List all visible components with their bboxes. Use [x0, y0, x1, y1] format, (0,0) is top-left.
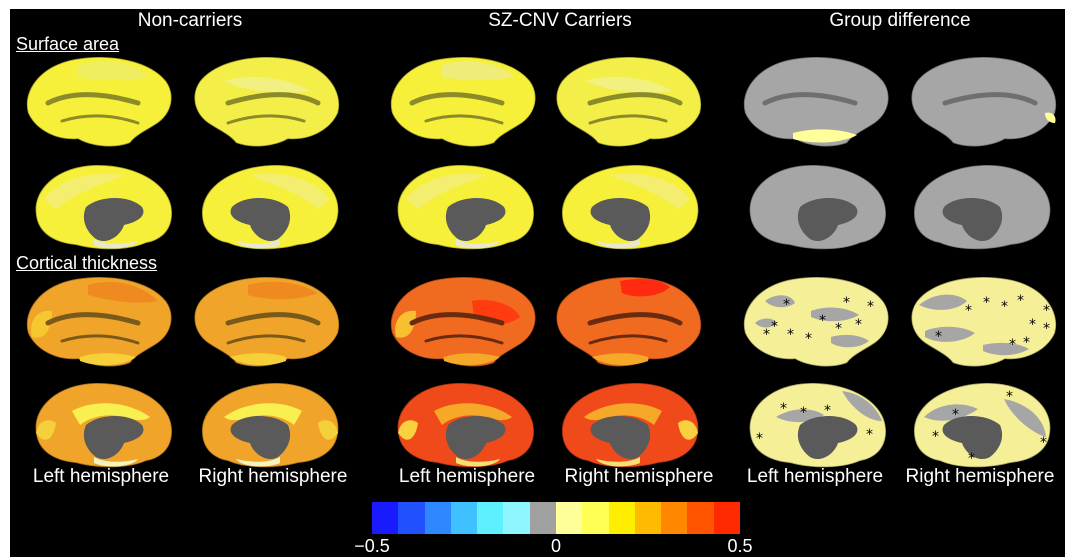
- brain-surface-area-carriers-right-lateral: [555, 56, 702, 148]
- brain-thickness-non-carriers-left-medial: [34, 382, 173, 469]
- hemisphere-label-left: Left hemisphere: [32, 466, 170, 487]
- colorbar-segment: [582, 502, 609, 534]
- svg-text:*: *: [771, 319, 778, 335]
- hemisphere-label-right: Right hemisphere: [905, 466, 1055, 487]
- colorbar-segment: [687, 502, 714, 534]
- brain-thickness-non-carriers-right-lateral: [193, 276, 340, 368]
- brain-thickness-difference-left-lateral: * * * * * * * ** *: [743, 276, 890, 368]
- svg-text:*: *: [866, 427, 873, 443]
- brain-thickness-difference-right-lateral: * * * * * * * * * *: [910, 276, 1057, 368]
- svg-text:*: *: [867, 299, 874, 315]
- colorbar-tick-mid: 0: [550, 536, 561, 556]
- svg-text:*: *: [835, 321, 842, 337]
- colorbar-segment: [713, 502, 740, 534]
- svg-text:*: *: [1001, 299, 1008, 315]
- brain-surface-area-difference-left-medial: [748, 164, 887, 251]
- section-label-cortical-thickness: Cortical thickness: [16, 253, 158, 273]
- svg-text:*: *: [787, 327, 794, 343]
- svg-text:*: *: [952, 407, 959, 423]
- brain-surface-area-carriers-left-lateral: [390, 56, 537, 148]
- brain-surface-area-difference-right-lateral: [910, 56, 1057, 148]
- svg-text:*: *: [800, 405, 807, 421]
- brain-thickness-carriers-right-medial: [561, 382, 700, 469]
- colorbar: [372, 502, 740, 534]
- colorbar-segment: [450, 502, 478, 534]
- colorbar-segment: [372, 502, 399, 534]
- column-title-group-difference: Group difference: [829, 10, 971, 31]
- colorbar-segment: [477, 502, 504, 534]
- brain-surface-area-non-carriers-left-lateral: [26, 56, 173, 148]
- hemisphere-label-left: Left hemisphere: [398, 466, 536, 487]
- brain-thickness-non-carriers-left-lateral: [26, 276, 173, 368]
- colorbar-segment: [555, 502, 583, 534]
- colorbar-segment: [398, 502, 425, 534]
- svg-text:*: *: [1029, 317, 1036, 333]
- svg-text:*: *: [805, 331, 812, 347]
- hemisphere-label-right: Right hemisphere: [564, 466, 714, 487]
- colorbar-segment: [529, 502, 556, 534]
- column-title-non-carriers: Non-carriers: [137, 10, 243, 31]
- svg-text:*: *: [935, 329, 942, 345]
- colorbar-segment: [634, 502, 662, 534]
- colorbar-segment: [424, 502, 451, 534]
- colorbar-segment: [608, 502, 635, 534]
- hemisphere-label-right: Right hemisphere: [198, 466, 348, 487]
- hemisphere-label-left: Left hemisphere: [746, 466, 884, 487]
- svg-text:*: *: [965, 303, 972, 319]
- brain-thickness-difference-left-medial: * * * * *: [748, 382, 887, 469]
- brain-surface-area-carriers-left-medial: [396, 164, 535, 251]
- svg-text:*: *: [1009, 337, 1016, 353]
- brain-thickness-carriers-left-lateral: [390, 276, 537, 368]
- colorbar-tick-min: −0.5: [354, 536, 390, 556]
- svg-text:*: *: [1043, 303, 1050, 319]
- colorbar-segment: [503, 502, 530, 534]
- brain-surface-area-non-carriers-right-lateral: [193, 56, 340, 148]
- svg-text:*: *: [756, 431, 763, 447]
- svg-text:*: *: [1040, 435, 1047, 451]
- svg-text:*: *: [1017, 293, 1024, 309]
- column-title-sz-cnv-carriers: SZ-CNV Carriers: [488, 10, 632, 31]
- svg-text:*: *: [819, 313, 826, 329]
- brain-surface-area-non-carriers-left-medial: [34, 164, 173, 251]
- brain-surface-area-difference-left-lateral: [743, 56, 890, 148]
- svg-text:*: *: [1023, 335, 1030, 351]
- colorbar-segment: [661, 502, 688, 534]
- svg-text:*: *: [763, 327, 770, 343]
- brain-thickness-carriers-left-medial: [396, 382, 535, 469]
- svg-text:*: *: [783, 297, 790, 313]
- svg-text:*: *: [1006, 389, 1013, 405]
- svg-text:*: *: [1043, 321, 1050, 337]
- brain-surface-area-non-carriers-right-medial: [201, 164, 340, 251]
- svg-text:*: *: [932, 429, 939, 445]
- colorbar-tick-max: 0.5: [727, 536, 753, 556]
- svg-text:*: *: [968, 451, 975, 467]
- svg-text:*: *: [843, 295, 850, 311]
- svg-text:*: *: [824, 403, 831, 419]
- brain-thickness-non-carriers-right-medial: [201, 382, 340, 469]
- svg-text:*: *: [983, 295, 990, 311]
- brain-surface-area-difference-right-medial: [913, 164, 1052, 251]
- brain-thickness-carriers-right-lateral: [555, 276, 702, 368]
- brain-figure: Non-carriers SZ-CNV Carriers Group diffe…: [10, 9, 1065, 557]
- section-label-surface-area: Surface area: [16, 34, 120, 54]
- brain-surface-area-carriers-right-medial: [561, 164, 700, 251]
- svg-text:*: *: [780, 401, 787, 417]
- brain-thickness-difference-right-medial: * * * * *: [913, 382, 1052, 469]
- svg-text:*: *: [855, 317, 862, 333]
